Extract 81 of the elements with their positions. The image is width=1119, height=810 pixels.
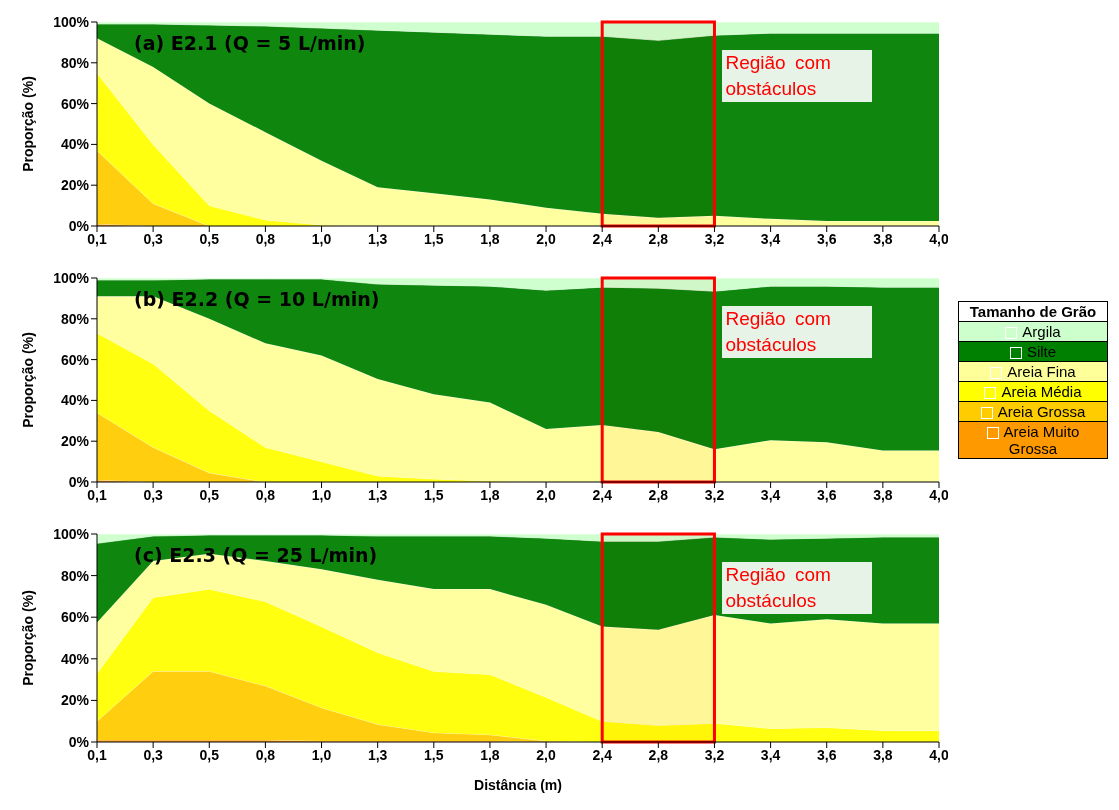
y-tick-label: 80%	[60, 567, 90, 584]
y-tick-label: 0%	[68, 733, 90, 750]
x-tick-label: 3,8	[873, 230, 893, 247]
x-tick-label: 0,8	[255, 230, 276, 247]
x-tick-label: 1,5	[424, 746, 444, 763]
x-tick-label: 1,0	[311, 230, 332, 247]
band-label: Região com obstáculos	[722, 562, 873, 614]
x-tick-label: 0,5	[199, 486, 220, 503]
y-tick-label: 60%	[60, 351, 90, 368]
x-tick-label: 1,5	[424, 230, 444, 247]
y-tick-label: 60%	[60, 95, 90, 112]
y-tick-label: 0%	[68, 217, 90, 234]
x-tick-label: 3,2	[704, 746, 725, 763]
x-tick-label: 3,8	[873, 486, 893, 503]
x-tick-label: 3,6	[817, 230, 837, 247]
y-tick-label: 0%	[68, 473, 90, 490]
x-tick-label: 0,8	[255, 486, 276, 503]
x-tick-label: 2,4	[592, 230, 613, 247]
band-label: Região com obstáculos	[722, 50, 873, 102]
x-tick-label: 2,0	[536, 746, 557, 763]
y-axis-title: Proporção (%)	[19, 332, 36, 428]
x-tick-label: 1,5	[424, 486, 444, 503]
x-tick-label: 1,8	[480, 486, 500, 503]
x-tick-label: 3,4	[760, 230, 781, 247]
legend-title: Tamanho de Grão	[958, 301, 1108, 322]
x-tick-label: 0,5	[199, 230, 220, 247]
x-tick-label: 1,3	[367, 486, 388, 503]
legend-label: Silte	[958, 341, 1108, 362]
y-tick-label: 80%	[60, 310, 90, 327]
x-tick-label: 1,3	[367, 746, 388, 763]
y-tick-label: 60%	[60, 609, 90, 626]
x-axis-title: Distância (m)	[474, 777, 562, 793]
legend-label: Areia Muito Grossa	[958, 421, 1108, 459]
y-tick-label: 20%	[60, 433, 90, 450]
x-tick-label: 0,5	[199, 746, 220, 763]
y-tick-label: 80%	[60, 54, 90, 71]
y-tick-label: 20%	[60, 177, 90, 194]
y-tick-label: 40%	[60, 650, 90, 667]
x-tick-label: 2,0	[536, 230, 557, 247]
x-tick-label: 3,2	[704, 230, 725, 247]
x-tick-label: 3,4	[760, 486, 781, 503]
legend-label: Areia Grossa	[958, 401, 1108, 422]
x-tick-label: 1,8	[480, 230, 500, 247]
x-tick-label: 4,0	[929, 486, 949, 503]
y-tick-label: 40%	[60, 392, 90, 409]
x-tick-label: 0,1	[87, 746, 107, 763]
legend-label: Areia Fina	[958, 361, 1108, 382]
x-tick-label: 2,4	[592, 486, 613, 503]
x-tick-label: 0,1	[87, 486, 107, 503]
x-tick-label: 0,3	[143, 746, 164, 763]
x-tick-label: 0,3	[143, 486, 164, 503]
x-tick-label: 3,2	[704, 486, 725, 503]
x-tick-label: 0,1	[87, 230, 107, 247]
x-tick-label: 1,3	[367, 230, 388, 247]
legend-label: Argila	[958, 321, 1108, 342]
y-tick-label: 100%	[53, 269, 90, 286]
y-tick-label: 100%	[53, 525, 90, 542]
y-tick-label: 100%	[53, 13, 90, 30]
x-tick-label: 2,4	[592, 746, 613, 763]
x-tick-label: 2,8	[648, 486, 669, 503]
x-tick-label: 3,8	[873, 746, 893, 763]
legend-label: Areia Média	[958, 381, 1108, 402]
y-axis-title: Proporção (%)	[19, 590, 36, 686]
x-tick-label: 2,8	[648, 230, 669, 247]
y-tick-label: 20%	[60, 692, 90, 709]
x-tick-label: 0,8	[255, 746, 276, 763]
x-tick-label: 1,8	[480, 746, 500, 763]
y-tick-label: 40%	[60, 136, 90, 153]
x-tick-label: 1,0	[311, 746, 332, 763]
x-tick-label: 2,0	[536, 486, 557, 503]
text: (a) E2.1 (Q = 5 L/min)	[134, 32, 366, 54]
x-tick-label: 3,6	[817, 486, 837, 503]
x-tick-label: 0,3	[143, 230, 164, 247]
x-tick-label: 4,0	[929, 746, 949, 763]
x-tick-label: 3,6	[817, 746, 837, 763]
x-tick-label: 4,0	[929, 230, 949, 247]
y-axis-title: Proporção (%)	[19, 76, 36, 172]
x-tick-label: 3,4	[760, 746, 781, 763]
x-tick-label: 1,0	[311, 486, 332, 503]
band-label: Região com obstáculos	[722, 306, 873, 358]
x-tick-label: 2,8	[648, 746, 669, 763]
